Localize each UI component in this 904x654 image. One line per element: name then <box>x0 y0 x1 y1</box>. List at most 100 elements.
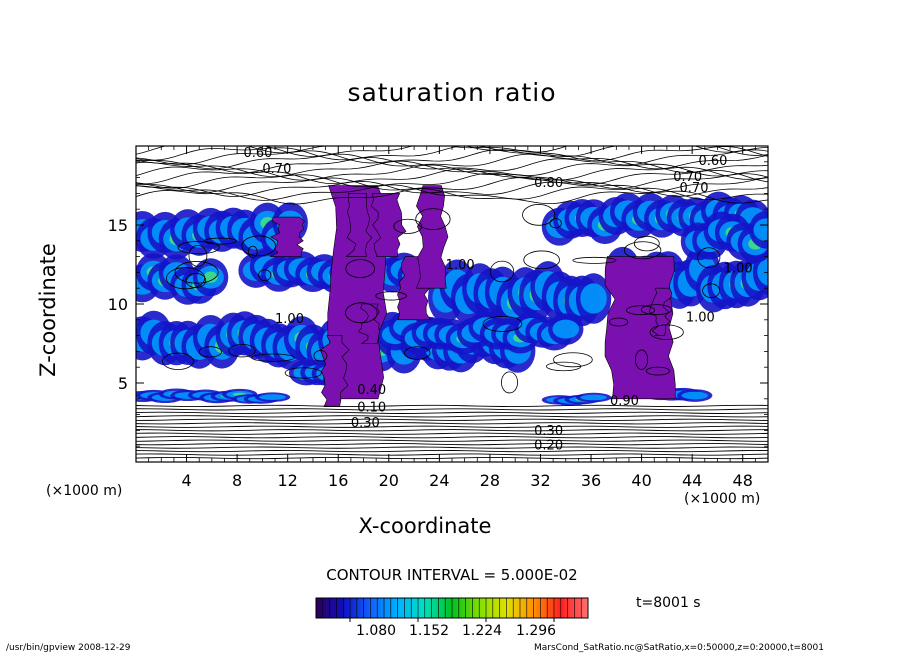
supersat-core <box>259 394 286 400</box>
contour-loop <box>166 267 206 290</box>
contour-loop <box>188 244 208 267</box>
field-layer <box>136 146 768 460</box>
contour-loop <box>702 283 720 298</box>
contour-line <box>136 404 768 407</box>
contour-loop <box>646 366 670 376</box>
x-tick-label: 20 <box>379 471 399 490</box>
contour-loop <box>174 261 219 284</box>
purple-column <box>345 193 373 257</box>
contour-label: 0.30 <box>351 416 380 431</box>
x-tick-label: 4 <box>181 471 191 490</box>
contour-line <box>136 436 768 439</box>
contour-label: 0.70 <box>262 162 291 177</box>
contour-line <box>136 168 768 185</box>
contour-loop <box>345 302 378 324</box>
contour-interval: CONTOUR INTERVAL = 5.000E-02 <box>326 566 578 584</box>
x-tick-label: 36 <box>581 471 601 490</box>
contour-label: 0.20 <box>534 438 563 453</box>
contour-loop <box>345 259 375 279</box>
contour-loop <box>284 367 322 379</box>
contour-loop <box>404 346 431 360</box>
y-tick-label: 15 <box>108 216 128 235</box>
contour-loop <box>634 349 649 370</box>
supersat-core <box>757 257 768 286</box>
contour-loop <box>501 371 518 394</box>
y-axis-label: Z-coordinate <box>36 243 60 377</box>
contour-line <box>136 149 768 166</box>
contour-loop <box>177 240 220 255</box>
contour-line <box>136 177 768 193</box>
x-tick-label: 16 <box>328 471 348 490</box>
contour-loop <box>549 218 562 229</box>
contour-line <box>136 184 768 201</box>
contour-label: 1.00 <box>686 310 715 325</box>
footer-right: MarsCond_SatRatio.nc@SatRatio,x=0:50000,… <box>534 643 824 653</box>
contour-loop <box>241 235 276 257</box>
contour-label: 0.40 <box>357 383 386 398</box>
x-unit-left: (×1000 m) <box>46 483 123 499</box>
contour-line <box>136 188 768 205</box>
contour-loop <box>572 256 617 264</box>
purple-column <box>415 185 449 289</box>
contour-line <box>136 443 768 446</box>
supersat-core <box>753 218 768 242</box>
contour-loop <box>523 250 560 270</box>
purple-column <box>370 193 407 257</box>
contour-loop <box>553 352 593 368</box>
purple-column <box>357 303 380 344</box>
supersat-core <box>681 391 708 400</box>
colorbar-label: 1.224 <box>462 623 503 639</box>
contour-loop <box>251 353 295 362</box>
chart-title: saturation ratio <box>347 78 557 107</box>
x-axis-label: X-coordinate <box>358 514 492 538</box>
contour-loop <box>608 317 629 327</box>
contour-label: 0.60 <box>698 154 727 169</box>
contour-label: 0.10 <box>357 400 386 415</box>
contour-label: 0.80 <box>534 176 563 191</box>
contour-loop <box>185 273 207 289</box>
x-tick-label: 40 <box>631 471 651 490</box>
contour-label: 0.70 <box>673 170 702 185</box>
contour-loop <box>633 235 660 252</box>
supersat-core <box>552 319 580 339</box>
contour-loop <box>623 241 662 260</box>
contour-loop <box>313 350 328 362</box>
contour-label: 0.70 <box>680 181 709 196</box>
colorbar-label: 1.152 <box>409 623 450 639</box>
contour-line <box>136 453 768 456</box>
x-tick-label: 8 <box>232 471 242 490</box>
colorbar-label: 1.296 <box>516 623 557 639</box>
contour-label: 1.00 <box>275 312 304 327</box>
x-tick-label: 48 <box>733 471 753 490</box>
contour-label: 1.00 <box>724 261 753 276</box>
contour-loop <box>258 269 272 282</box>
contour-loop <box>482 315 523 332</box>
contour-loop <box>247 245 258 259</box>
x-tick-label: 12 <box>278 471 298 490</box>
x-tick-label: 44 <box>682 471 702 490</box>
contour-loop <box>649 324 684 340</box>
contour-line <box>136 411 768 414</box>
contour-loop <box>375 291 407 301</box>
contour-line <box>136 450 768 453</box>
contour-loop <box>626 305 656 316</box>
contour-line <box>136 422 768 425</box>
y-tick-label: 5 <box>118 374 128 393</box>
contour-line <box>136 418 768 421</box>
contour-line <box>136 425 768 428</box>
contour-loop <box>640 304 673 316</box>
contour-loop <box>393 218 423 234</box>
x-tick-label: 28 <box>480 471 500 490</box>
contour-line <box>136 160 768 178</box>
contour-loop <box>203 237 237 245</box>
contour-loop <box>415 208 451 230</box>
purple-column <box>320 335 350 407</box>
contour-line <box>136 180 768 197</box>
colorbar-label: 1.080 <box>356 623 397 639</box>
contour-line <box>136 429 768 432</box>
contour-loop <box>522 204 556 226</box>
contour-loop <box>228 343 256 358</box>
contour-loop <box>697 247 721 269</box>
contour-line <box>136 432 768 435</box>
